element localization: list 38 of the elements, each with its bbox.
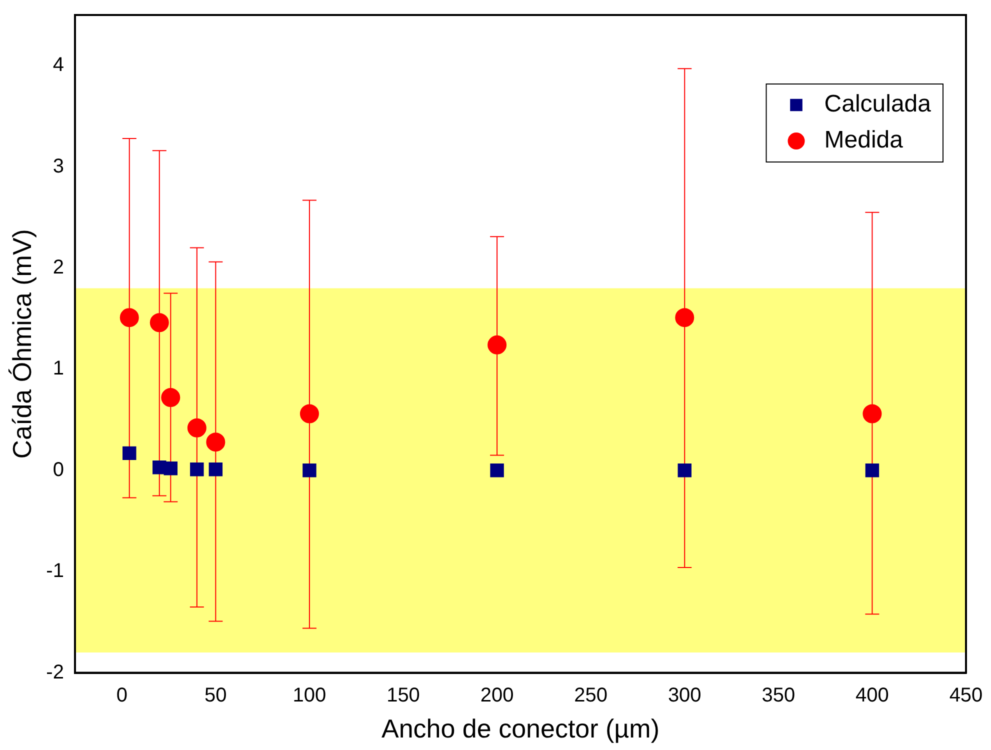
- x-tick-label: 300: [668, 684, 702, 706]
- legend-label: Medida: [824, 126, 904, 154]
- point: [302, 464, 316, 478]
- point: [865, 464, 880, 478]
- point: [161, 388, 180, 408]
- point: [862, 404, 882, 424]
- point: [164, 462, 178, 476]
- x-tick-label: 50: [204, 684, 227, 706]
- point: [150, 313, 169, 332]
- y-tick-label: -2: [46, 661, 64, 684]
- point: [187, 418, 206, 438]
- point: [206, 432, 226, 452]
- point: [120, 308, 139, 328]
- point: [300, 404, 319, 424]
- x-tick-label: 400: [856, 684, 889, 706]
- x-tick-label: 250: [574, 684, 608, 706]
- y-tick-label: 2: [52, 256, 64, 279]
- y-tick-label: 1: [52, 358, 64, 380]
- point: [675, 308, 694, 328]
- point: [490, 464, 504, 478]
- point: [122, 446, 136, 460]
- x-tick-label: 100: [292, 684, 326, 706]
- y-tick-label: 3: [52, 155, 64, 178]
- x-tick-label: 0: [116, 684, 128, 706]
- x-tick-label: 200: [480, 684, 514, 706]
- point: [190, 462, 204, 476]
- x-tick-label: 150: [386, 684, 420, 706]
- x-tick-label: 450: [949, 684, 983, 706]
- legend-label: Calculada: [824, 90, 932, 118]
- point: [488, 335, 507, 354]
- y-tick-label: 4: [52, 54, 64, 76]
- point: [208, 462, 223, 476]
- point: [678, 464, 692, 478]
- y-tick-label: 0: [52, 458, 64, 481]
- y-axis-title: Caída Óhmica (mV): [6, 229, 37, 459]
- x-axis-title: Ancho de conector (µm): [381, 714, 660, 744]
- y-tick-label: -1: [46, 560, 64, 582]
- x-tick-label: 350: [762, 684, 796, 706]
